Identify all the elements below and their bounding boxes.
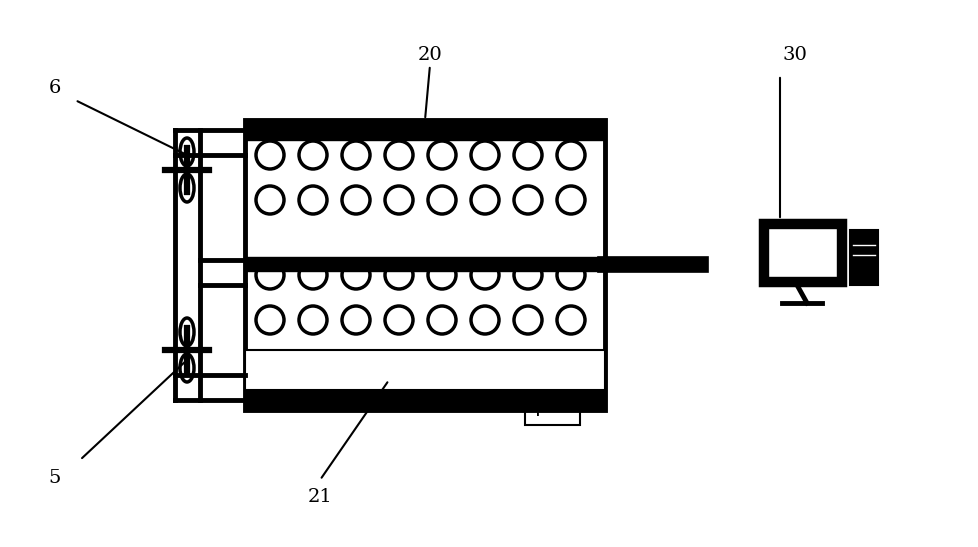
Ellipse shape [180, 138, 194, 166]
Text: -: - [558, 401, 566, 421]
Text: +: + [529, 402, 544, 420]
Bar [244, 350, 604, 390]
Polygon shape [244, 120, 604, 140]
Bar [849, 230, 877, 285]
Ellipse shape [180, 318, 194, 346]
Text: 30: 30 [781, 46, 807, 64]
Polygon shape [759, 220, 844, 285]
Text: 20: 20 [418, 46, 442, 64]
Polygon shape [244, 257, 604, 271]
Text: 6: 6 [49, 79, 61, 97]
Ellipse shape [180, 174, 194, 202]
Polygon shape [244, 390, 604, 410]
Polygon shape [767, 228, 836, 277]
Ellipse shape [180, 354, 194, 382]
Bar [524, 397, 579, 425]
Text: 21: 21 [307, 488, 333, 506]
Text: 5: 5 [49, 469, 61, 487]
